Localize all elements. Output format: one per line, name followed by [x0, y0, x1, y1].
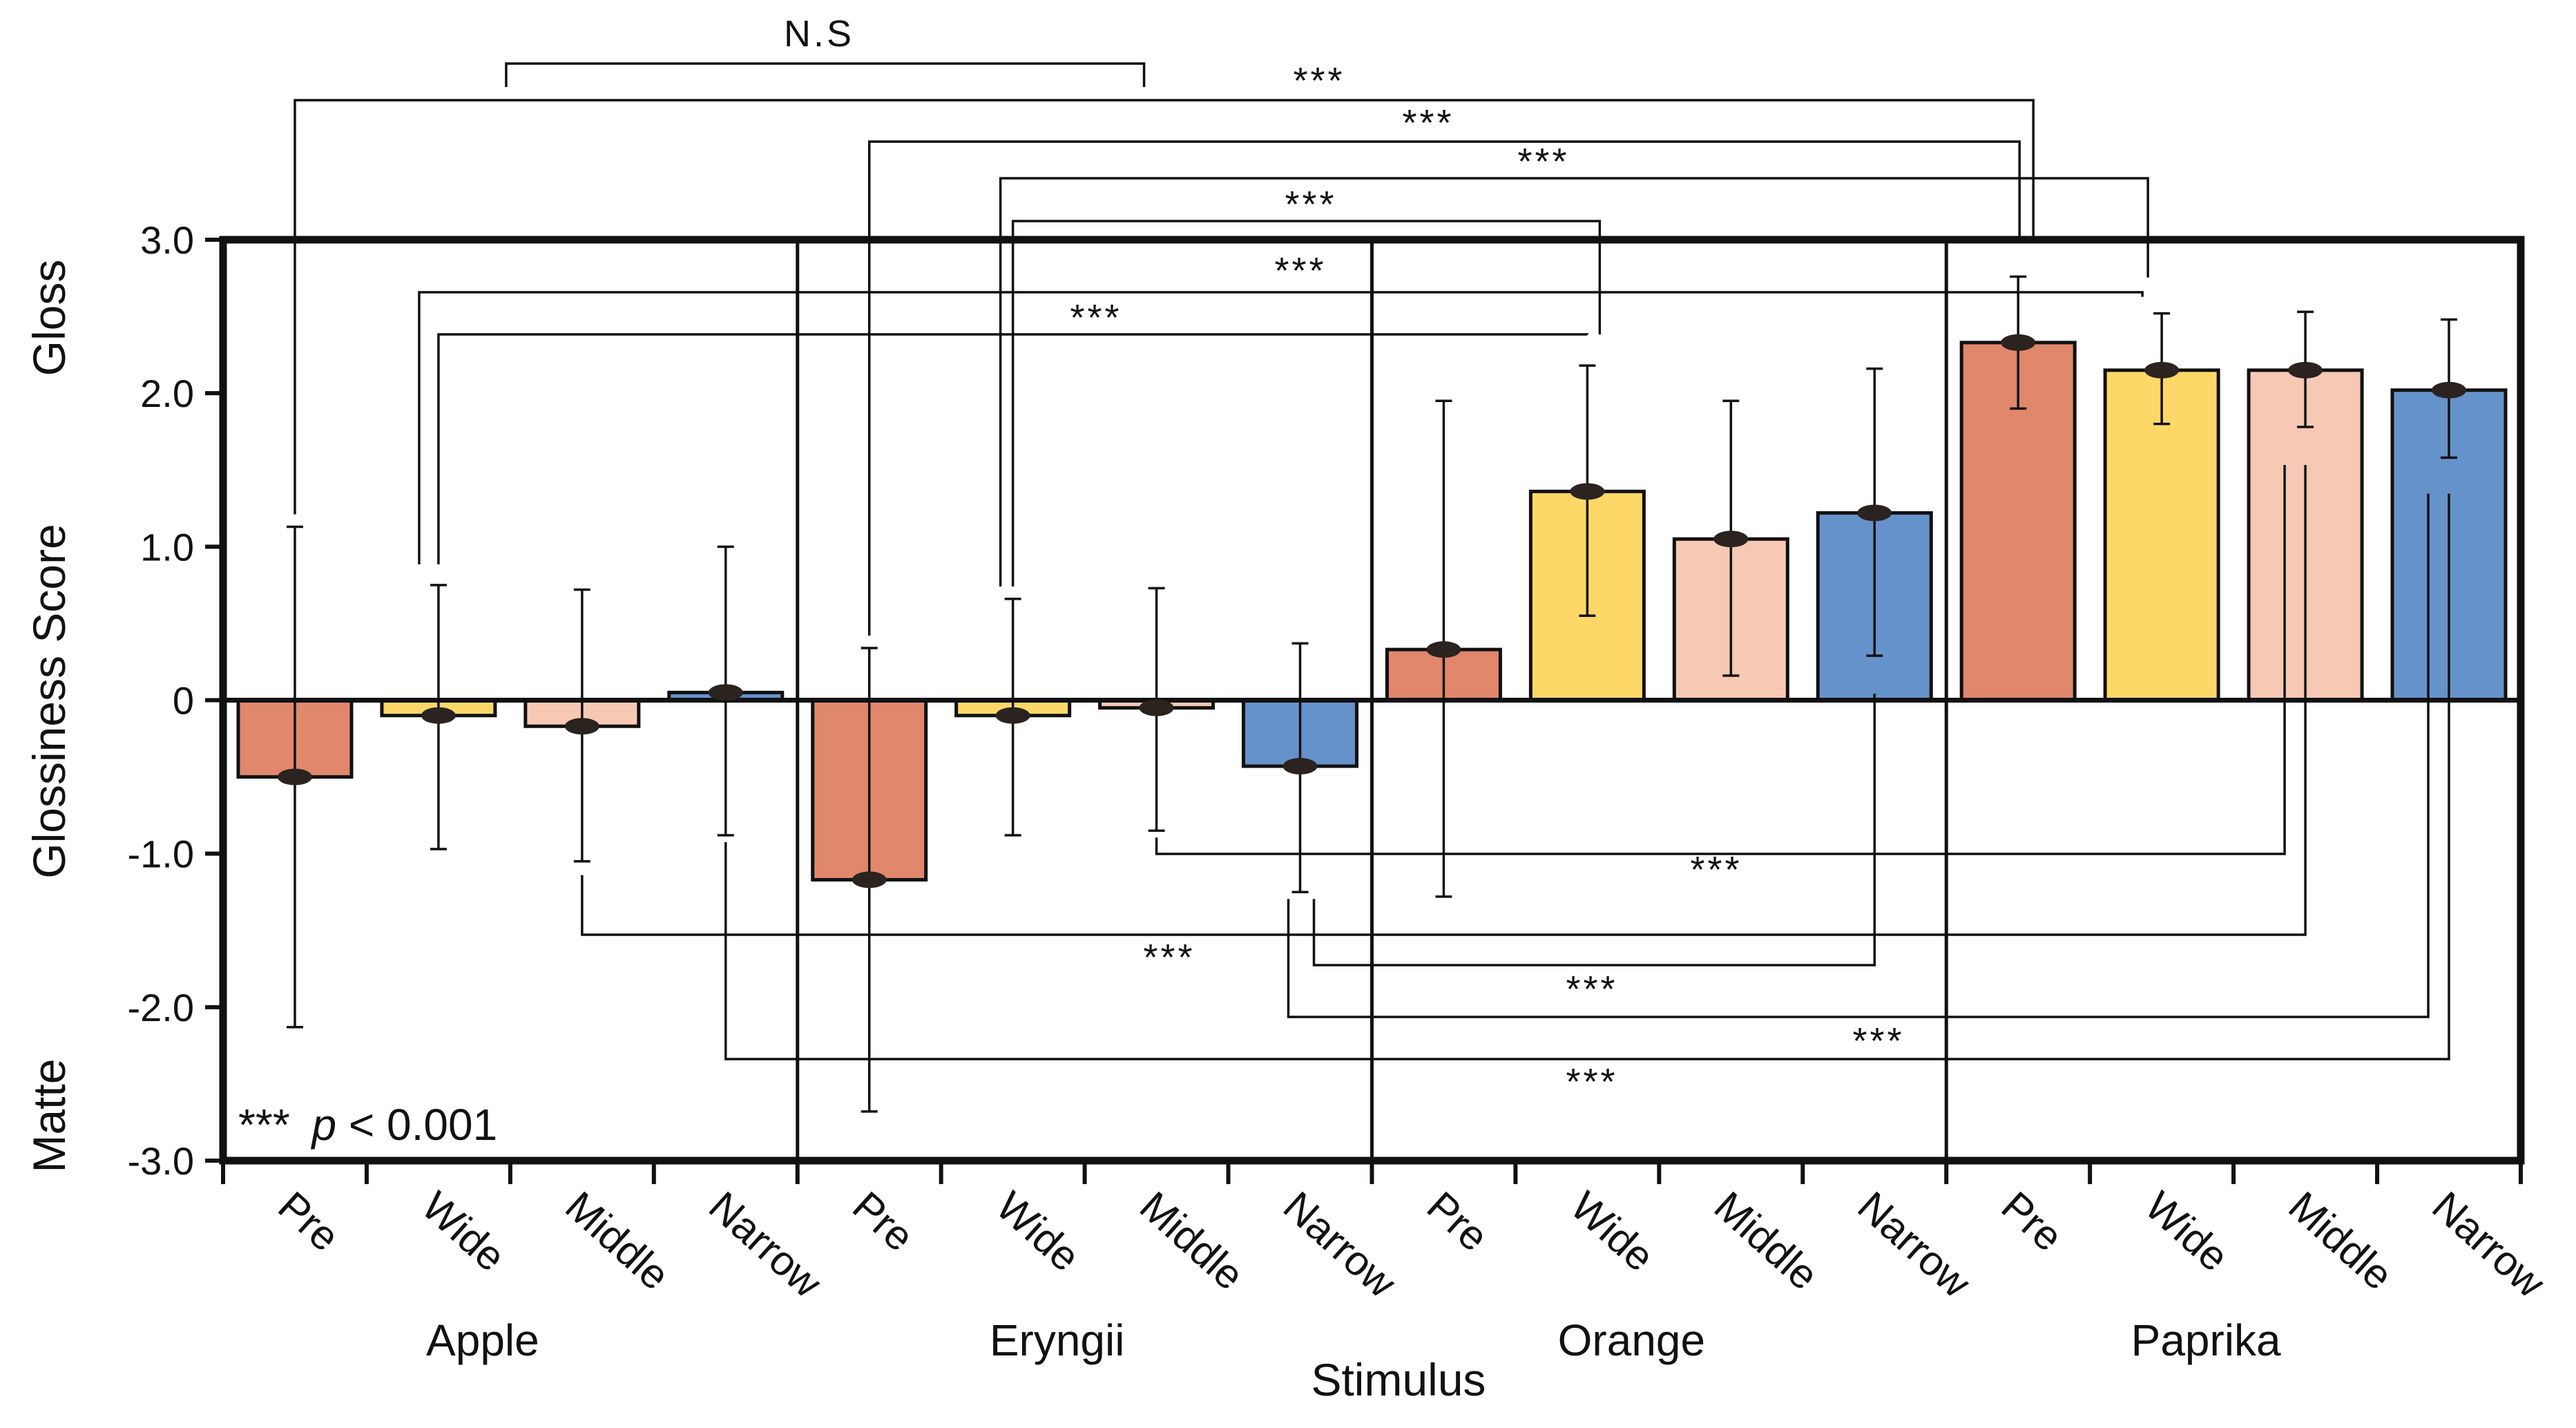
y-tick-label: -1.0 — [128, 832, 195, 876]
group-label-paprika: Paprika — [2131, 1315, 2281, 1365]
significance-bracket-apple-wide-vs-paprika-wide — [418, 291, 2144, 564]
significance-label-apple-narrow-vs-paprika-narrow: *** — [1566, 1061, 1617, 1103]
significance-bracket-eryngii-narrow-vs-orange-narrow — [1312, 694, 1876, 967]
error-bars — [277, 275, 2467, 1113]
group-label-eryngii: Eryngii — [990, 1315, 1125, 1365]
significance-label-apple-wide-vs-paprika-wide: *** — [1274, 250, 1326, 292]
significance-bracket-eryngii-narrow-vs-paprika-narrow — [1287, 493, 2430, 1018]
y-tick-label: -3.0 — [128, 1139, 195, 1183]
y-axis-label-gloss: Gloss — [23, 260, 75, 377]
significance-label-apple-wide-vs-eryngii-middle: N.S — [784, 13, 854, 55]
significance-label-eryngii-wide-vs-orange-wide: *** — [1285, 184, 1336, 225]
y-tick-label: -2.0 — [128, 986, 195, 1029]
significance-bracket-eryngii-wide-vs-paprika-wide — [999, 177, 2149, 587]
mean-marker-apple-narrow — [708, 684, 743, 701]
significance-bracket-eryngii-pre-vs-paprika-pre — [867, 140, 2021, 636]
mean-marker-eryngii-wide — [995, 707, 1030, 724]
significance-brackets: N.S *** *** *** *** *** *** *** *** *** *** *** — [294, 13, 2450, 1103]
significance-label-eryngii-narrow-vs-paprika-narrow: *** — [1852, 1020, 1904, 1062]
significance-label-eryngii-narrow-vs-orange-narrow: *** — [1566, 969, 1617, 1010]
mean-marker-orange-middle — [1713, 531, 1749, 548]
significance-label-apple-middle-vs-paprika-middle: *** — [1143, 937, 1195, 978]
significance-bracket-apple-pre-vs-paprika-pre — [294, 99, 2035, 515]
y-tick-label: 2.0 — [140, 372, 194, 415]
y-tick-label: 1.0 — [140, 525, 194, 569]
x-axis-title: Stimulus — [1311, 1354, 1486, 1405]
mean-marker-paprika-middle — [2288, 361, 2323, 379]
significance-label-eryngii-wide-vs-paprika-wide: *** — [1517, 141, 1569, 182]
significance-bracket-apple-wide-vs-orange-wide — [437, 333, 1589, 564]
mean-marker-paprika-wide — [2144, 361, 2180, 379]
mean-marker-apple-wide — [421, 707, 456, 724]
mean-marker-paprika-pre — [2001, 334, 2036, 351]
significance-label-eryngii-middle-vs-paprika-middle: *** — [1690, 849, 1742, 891]
significance-bracket-apple-wide-vs-eryngii-middle — [505, 62, 1146, 87]
y-axis: 3.0 2.0 1.0 0 -1.0 -2.0 -3.0 — [128, 218, 223, 1183]
mean-marker-paprika-narrow — [2432, 381, 2467, 399]
group-label-apple: Apple — [426, 1315, 539, 1365]
mean-marker-eryngii-narrow — [1282, 758, 1318, 775]
significance-label-eryngii-pre-vs-paprika-pre: *** — [1402, 102, 1454, 144]
y-tick-label: 0 — [173, 679, 194, 723]
mean-marker-eryngii-pre — [852, 871, 887, 888]
significance-label-apple-pre-vs-paprika-pre: *** — [1293, 60, 1345, 102]
significance-bracket-apple-narrow-vs-paprika-narrow — [724, 493, 2450, 1060]
bar-paprika-wide — [2103, 368, 2220, 702]
mean-marker-eryngii-middle — [1139, 699, 1174, 716]
y-tick-label: 3.0 — [140, 218, 194, 262]
p-value-note-threshold: < 0.001 — [349, 1100, 497, 1150]
mean-marker-apple-pre — [277, 768, 312, 786]
y-axis-label-matte: Matte — [23, 1058, 75, 1172]
p-value-note-p: p — [311, 1100, 337, 1150]
significance-bracket-eryngii-wide-vs-orange-wide — [1011, 220, 1602, 587]
significance-label-apple-wide-vs-orange-wide: *** — [1070, 297, 1122, 339]
group-label-orange: Orange — [1558, 1315, 1705, 1365]
mean-marker-orange-narrow — [1857, 504, 1892, 522]
p-value-note-stars: *** — [238, 1100, 290, 1150]
y-axis-title: Glossiness Score — [23, 524, 75, 879]
mean-marker-apple-middle — [564, 718, 599, 735]
significance-bracket-eryngii-middle-vs-paprika-middle — [1155, 465, 2286, 855]
mean-marker-orange-pre — [1426, 641, 1461, 658]
p-value-note: *** p < 0.001 — [238, 1100, 497, 1150]
mean-marker-orange-wide — [1570, 483, 1605, 500]
significance-bracket-apple-middle-vs-paprika-middle — [581, 465, 2307, 936]
